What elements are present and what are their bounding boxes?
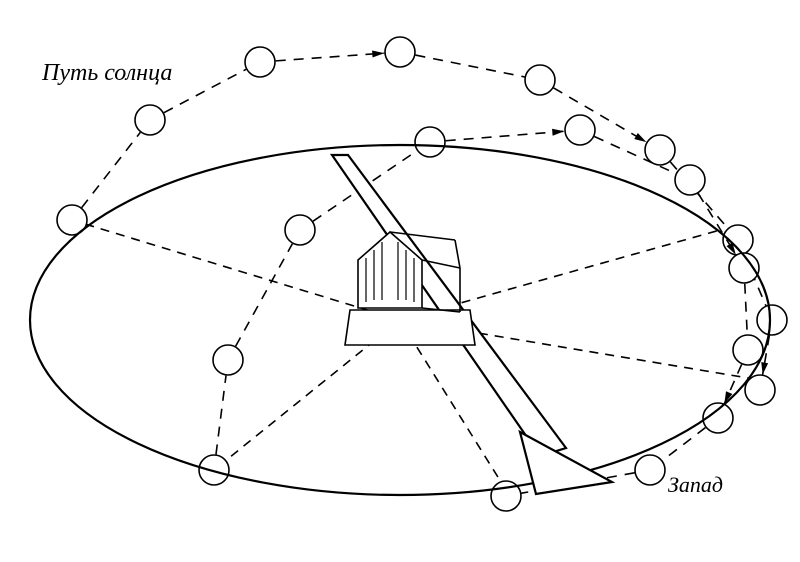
sun-icon — [733, 335, 763, 365]
inner-arc-seg — [446, 131, 565, 140]
sun-icon — [745, 375, 775, 405]
sun-icon — [285, 215, 315, 245]
outer-arc-arrow — [372, 50, 384, 57]
title-label: Путь солнца — [42, 60, 172, 87]
sun-icon — [199, 455, 229, 485]
west-label: Запад — [668, 472, 723, 498]
sun-icon — [645, 135, 675, 165]
inner-arc-seg — [216, 376, 226, 455]
inner-arc-arrow — [552, 129, 564, 136]
sun-icon — [213, 345, 243, 375]
house-base — [345, 310, 475, 345]
sun-icon — [385, 37, 415, 67]
sun-icon — [675, 165, 705, 195]
sun-icon — [635, 455, 665, 485]
sun-icon — [245, 47, 275, 77]
outer-arc-seg — [276, 53, 385, 61]
ray-line — [72, 220, 400, 320]
house-roof-edge — [455, 240, 460, 268]
outer-arc-seg — [82, 132, 141, 207]
sun-icon — [135, 105, 165, 135]
sun-icon — [415, 127, 445, 157]
outer-arc-seg — [164, 69, 246, 112]
inner-arc-seg — [745, 284, 747, 335]
sun-icon — [525, 65, 555, 95]
outer-arc-arrow — [634, 133, 646, 142]
direction-arrow-head — [520, 432, 612, 494]
outer-arc-seg — [415, 55, 524, 77]
sun-icon — [757, 305, 787, 335]
inner-arc-seg — [236, 244, 293, 346]
sun-icon — [565, 115, 595, 145]
